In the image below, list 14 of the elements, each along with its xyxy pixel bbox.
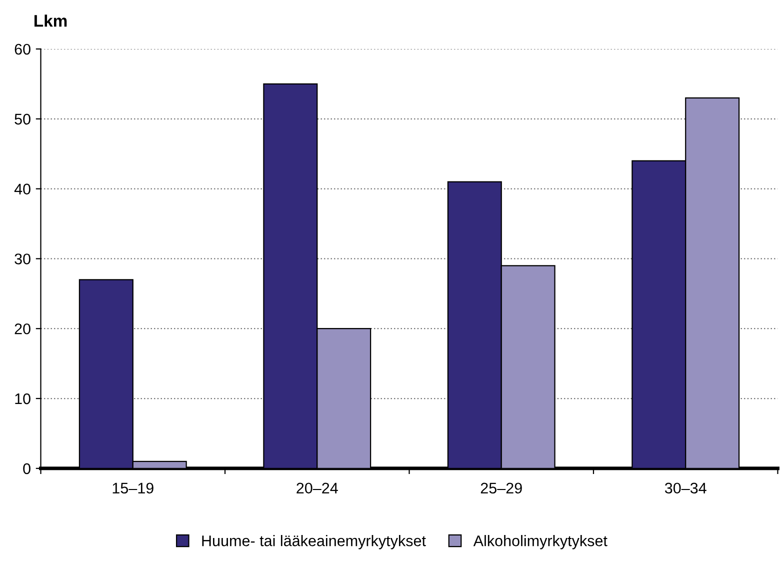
x-tick-label: 15–19 xyxy=(112,482,154,494)
x-tick-label: 25–29 xyxy=(480,482,522,494)
y-tick-label: 20 xyxy=(14,323,30,334)
legend-label: Alkoholimyrkytykset xyxy=(473,535,608,550)
y-tick-label: 0 xyxy=(23,463,30,474)
x-tick-label: 20–24 xyxy=(296,482,338,494)
y-tick-label: 10 xyxy=(15,393,30,404)
x-tick-label: 30–34 xyxy=(664,482,706,494)
y-tick-label: 60 xyxy=(14,44,30,55)
y-tick-label: 40 xyxy=(14,184,30,194)
y-axis-title: Lkm xyxy=(34,14,67,27)
y-tick-label: 30 xyxy=(14,254,30,264)
legend-label: Huume- tai lääkeainemyrkytykset xyxy=(202,535,426,550)
y-tick-label: 50 xyxy=(14,114,30,125)
